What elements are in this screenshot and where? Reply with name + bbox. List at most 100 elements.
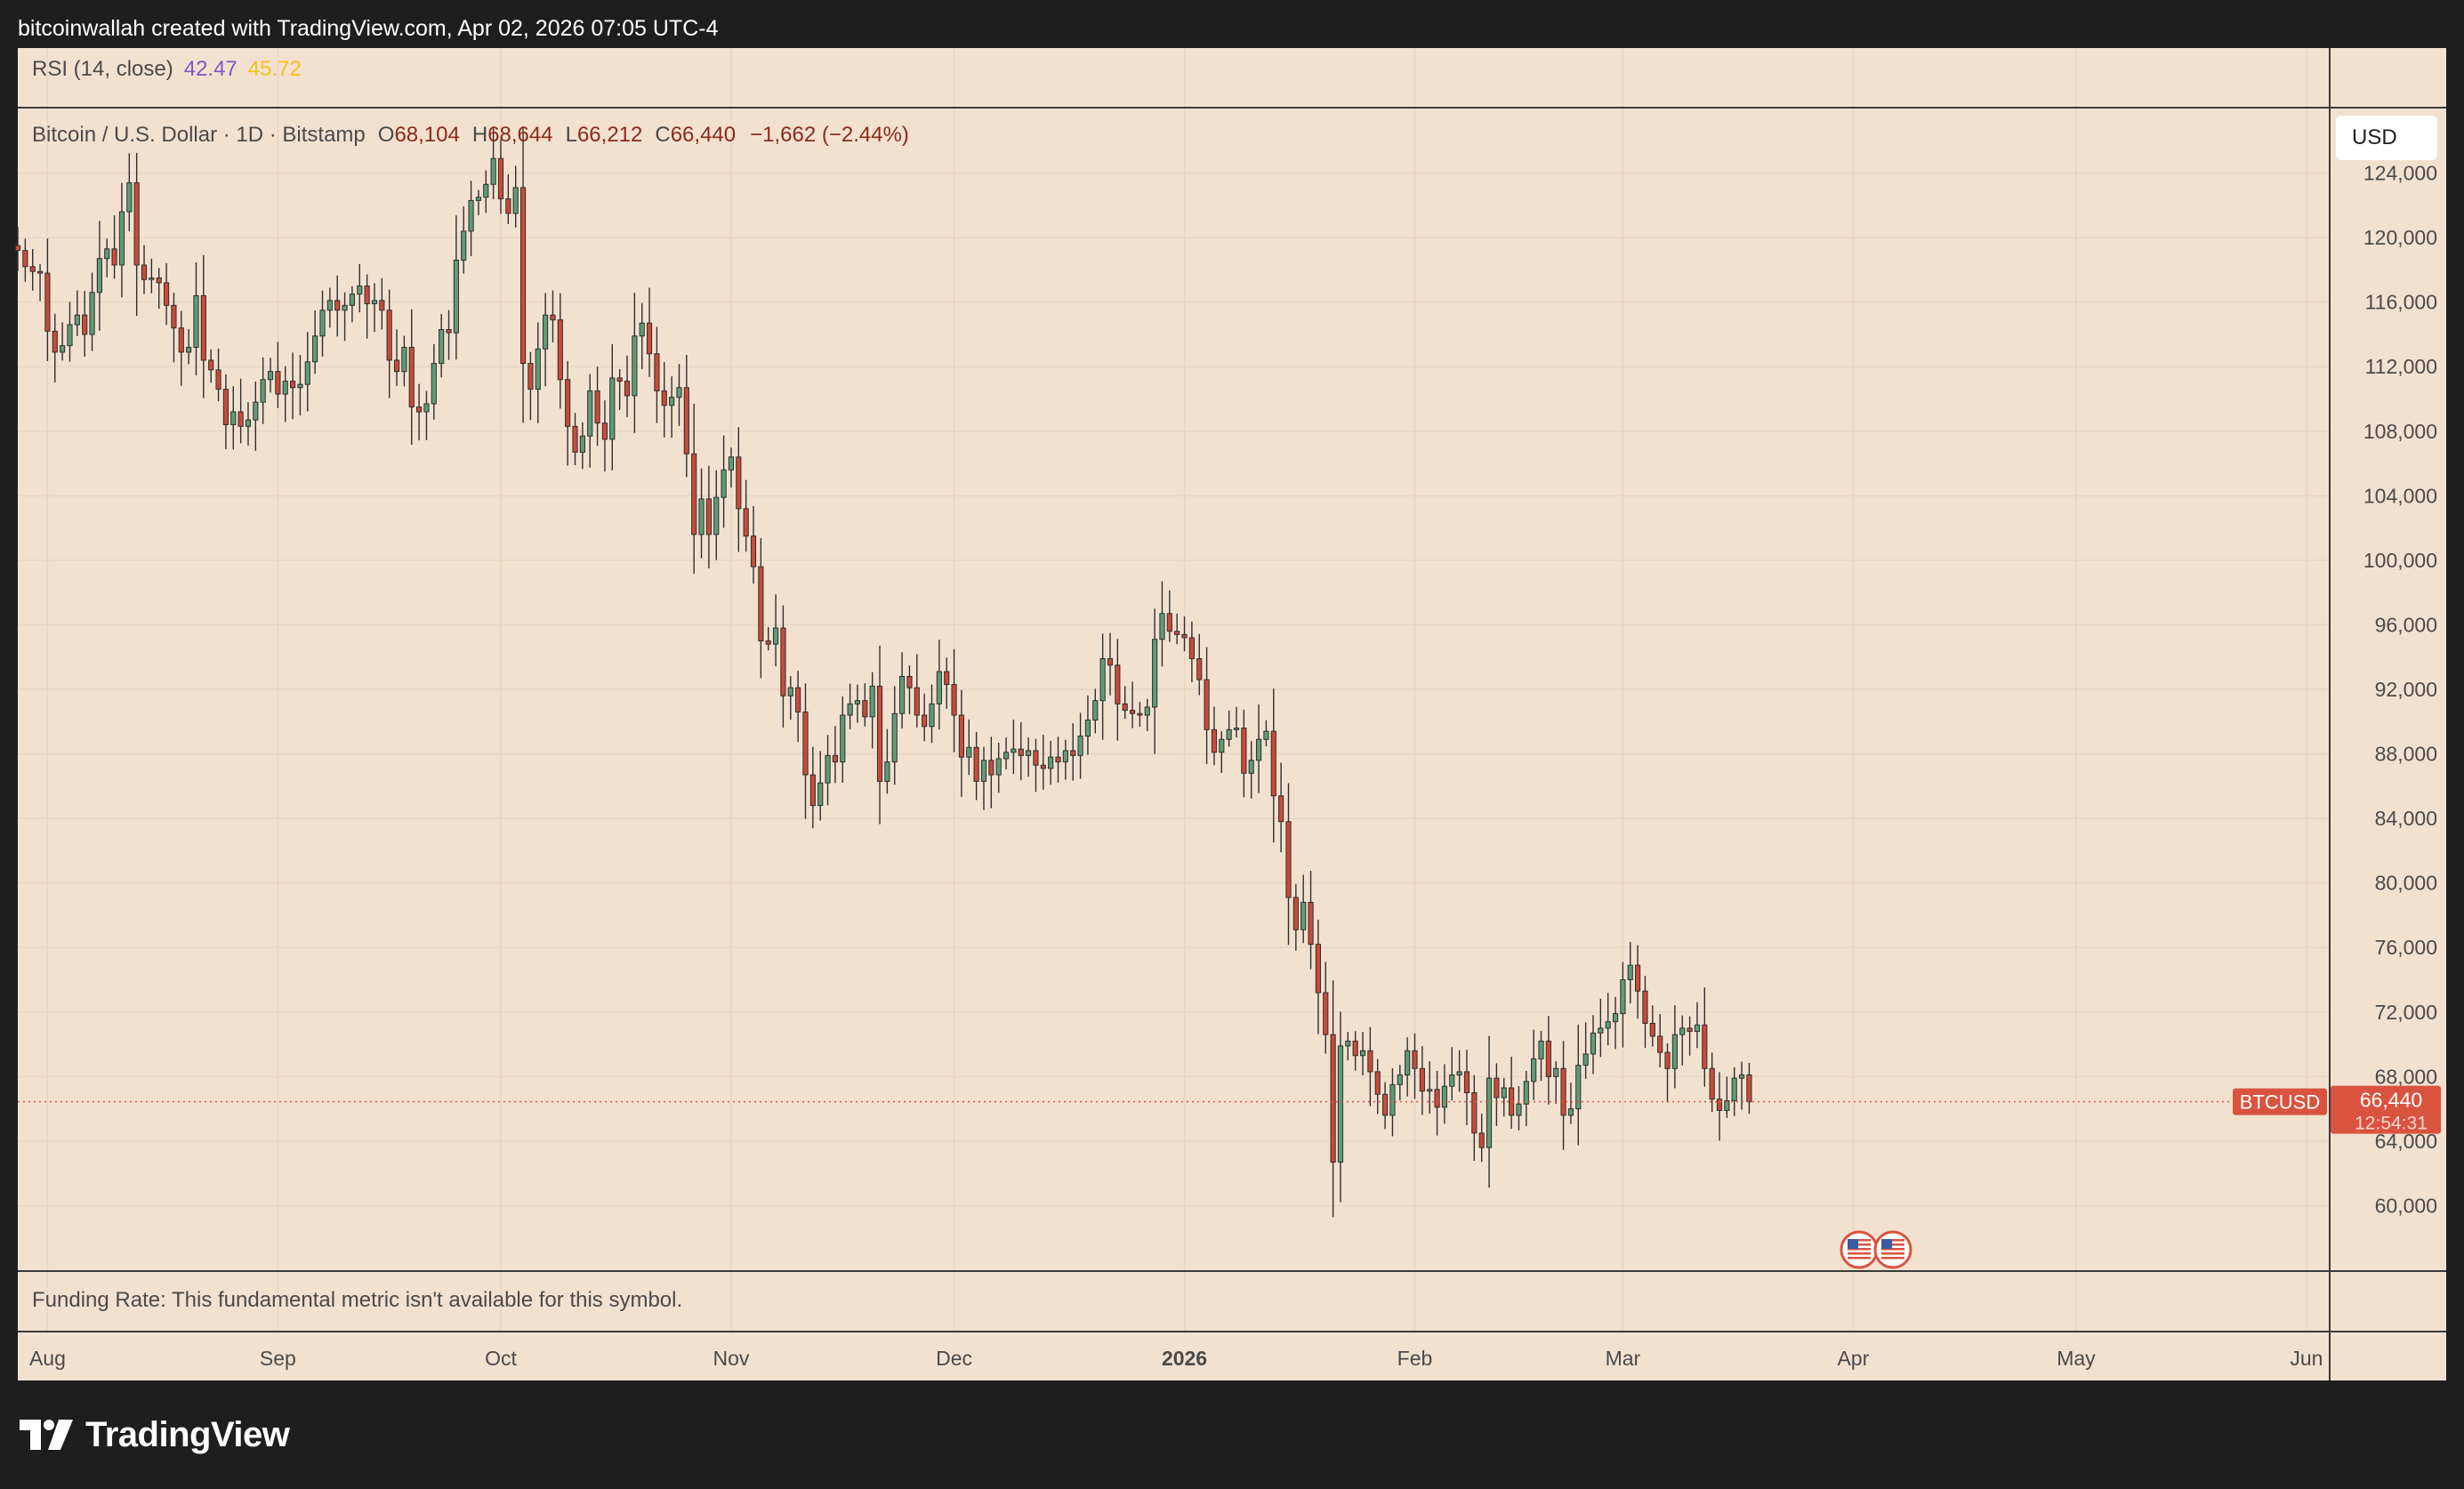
candle-down: [1211, 728, 1218, 753]
symbol-legend[interactable]: Bitcoin / U.S. Dollar · 1D · Bitstamp O68…: [32, 123, 909, 148]
candle-up: [475, 197, 482, 201]
candle-up: [535, 348, 541, 390]
candle-down: [408, 346, 415, 408]
candle-down: [922, 714, 928, 728]
candle-down: [683, 387, 689, 455]
candle-down: [958, 714, 965, 758]
candle-up: [1011, 748, 1017, 753]
candle-down: [111, 248, 117, 266]
candle-up: [512, 187, 519, 214]
candle-up: [1724, 1100, 1730, 1111]
candle-up: [632, 335, 638, 397]
candle-up: [326, 300, 333, 311]
candle-up: [483, 183, 489, 198]
symbol-title[interactable]: Bitcoin / U.S. Dollar · 1D · Bitstamp: [32, 123, 366, 147]
candle-down: [594, 390, 600, 424]
candle-down: [36, 270, 44, 274]
candle-down: [1478, 1132, 1485, 1148]
candle-up: [245, 419, 252, 427]
candle-down: [446, 329, 452, 334]
flag-stripe: [1881, 1244, 1904, 1246]
y-tick-label: 72,000: [2375, 1001, 2437, 1024]
candle-up: [253, 401, 259, 421]
candle-down: [616, 377, 623, 382]
candle-down: [141, 264, 148, 280]
candle-down: [691, 453, 697, 535]
flag-stripe: [1848, 1244, 1871, 1246]
flag-stripe: [1848, 1252, 1871, 1255]
candle-up: [825, 754, 831, 784]
candle-down: [1196, 658, 1203, 680]
pane-separator[interactable]: [18, 107, 2446, 109]
y-tick-label: 112,000: [2365, 355, 2437, 378]
candle-up: [1620, 979, 1626, 1015]
candle-up: [929, 703, 935, 728]
y-tick-label: 60,000: [2375, 1194, 2437, 1217]
rsi-legend[interactable]: RSI (14, close) 42.47 45.72: [32, 57, 302, 82]
us-flag-event-icon[interactable]: [1840, 1230, 1879, 1269]
candle-down: [1115, 664, 1121, 704]
candle-up: [1248, 760, 1254, 774]
flag-stripe: [1881, 1252, 1904, 1255]
candle-up: [1441, 1085, 1447, 1108]
candle-up: [1486, 1077, 1493, 1148]
candle-down: [1129, 710, 1136, 714]
candle-up: [713, 496, 720, 535]
candle-down: [1381, 1093, 1389, 1116]
change-value: −1,662 (−2.44%): [750, 123, 909, 147]
candle-down: [1545, 1040, 1551, 1077]
candle-up: [490, 157, 496, 185]
candle-down: [1070, 750, 1076, 756]
y-tick-label: 116,000: [2365, 291, 2437, 314]
candle-down: [1278, 795, 1284, 823]
us-flag-event-icon[interactable]: [1873, 1230, 1912, 1269]
candle-up: [1226, 728, 1232, 740]
candle-up: [1084, 719, 1091, 737]
candle-down: [795, 687, 801, 712]
x-tick-label: 2026: [1162, 1347, 1207, 1370]
candle-down: [44, 272, 51, 332]
candle-down: [334, 300, 341, 311]
candle-up: [1159, 613, 1165, 640]
candle-up: [787, 687, 793, 696]
tradingview-logo[interactable]: TradingView: [20, 1413, 290, 1457]
candle-up: [1575, 1065, 1582, 1110]
x-tick-label: Nov: [713, 1347, 750, 1370]
candle-down: [416, 406, 423, 413]
y-tick-label: 76,000: [2375, 936, 2437, 959]
candle-up: [118, 211, 125, 266]
candle-up: [1359, 1050, 1366, 1057]
rsi-price-scale[interactable]: [2331, 48, 2446, 107]
scale-separator: [2329, 48, 2331, 1380]
rsi-pane[interactable]: [18, 48, 2329, 107]
candle-down: [29, 266, 36, 272]
currency-button[interactable]: USD: [2336, 116, 2437, 160]
candle-down: [705, 498, 712, 535]
candle-up: [676, 387, 682, 398]
candle-down: [171, 304, 177, 329]
flag-stripe: [1848, 1257, 1871, 1260]
candle-down: [222, 389, 229, 426]
candle-up: [1679, 1027, 1686, 1035]
candle-down: [386, 310, 392, 361]
candle-down: [809, 774, 816, 807]
candle-down: [876, 685, 883, 782]
time-axis[interactable]: [18, 1332, 2329, 1380]
candle-up: [1152, 639, 1158, 708]
y-tick-label: 88,000: [2375, 743, 2437, 766]
candle-up: [884, 761, 890, 782]
pane-separator[interactable]: [18, 1270, 2446, 1272]
candle-down: [22, 250, 28, 268]
symbol-tag-text: BTCUSD: [2240, 1091, 2320, 1114]
tradingview-logo-text: TradingView: [85, 1414, 290, 1454]
x-tick-label: Mar: [1606, 1347, 1641, 1370]
candle-up: [439, 329, 445, 365]
price-scale[interactable]: [2331, 109, 2446, 1270]
candle-down: [200, 294, 206, 361]
candle-down: [1709, 1067, 1715, 1100]
flag-stripe: [1881, 1239, 1904, 1242]
y-tick-label: 124,000: [2363, 162, 2437, 185]
candle-down: [497, 157, 504, 200]
